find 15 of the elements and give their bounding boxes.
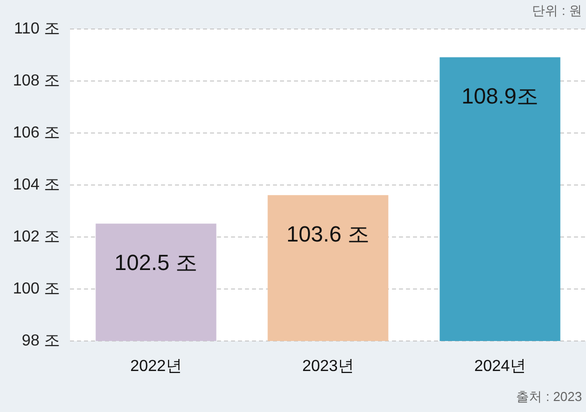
y-tick-label: 106 조 bbox=[12, 124, 60, 142]
text: 단위 : 원 bbox=[532, 3, 582, 19]
y-tick-label: 98 조 bbox=[22, 332, 60, 350]
data-label: 103.6 조 bbox=[286, 221, 370, 246]
y-tick-label: 108 조 bbox=[12, 72, 60, 90]
data-label: 108.9조 bbox=[461, 84, 539, 109]
y-tick-label: 100 조 bbox=[12, 280, 60, 298]
y-tick-label: 104 조 bbox=[12, 176, 60, 194]
x-tick-label: 2022년 bbox=[130, 358, 182, 376]
x-tick-label: 2023년 bbox=[302, 358, 354, 376]
y-tick-label: 102 조 bbox=[12, 228, 60, 246]
y-tick-label: 110 조 bbox=[14, 20, 60, 38]
data-label: 102.5 조 bbox=[114, 250, 198, 276]
source-note: 출처 : 2023 bbox=[516, 389, 582, 405]
x-tick-label: 2024년 bbox=[474, 358, 526, 376]
